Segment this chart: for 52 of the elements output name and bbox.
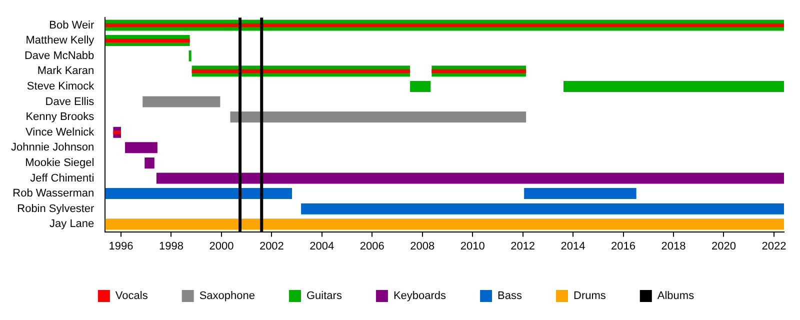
x-tick-label: 2018	[661, 240, 686, 252]
bar	[142, 96, 220, 108]
x-tick-label: 2004	[310, 240, 334, 252]
x-tick-label: 2020	[711, 240, 736, 252]
bar	[125, 142, 158, 154]
y-tick-label: Matthew Kelly	[26, 34, 95, 47]
y-tick-label: Kenny Brooks	[26, 111, 95, 124]
y-tick-label: Robin Sylvester	[17, 202, 94, 215]
legend-label: Drums	[574, 290, 606, 302]
legend-label: Vocals	[115, 290, 148, 302]
y-tick-label: Mark Karan	[37, 65, 94, 78]
y-tick-label: Mookie Siegel	[25, 156, 94, 169]
legend-label: Guitars	[306, 290, 342, 302]
y-tick-label: Jay Lane	[50, 218, 94, 230]
y-tick-label: Dave Ellis	[45, 96, 95, 108]
x-tick-label: 2016	[611, 240, 636, 252]
bar	[230, 112, 526, 123]
bar	[156, 172, 784, 184]
bar	[105, 38, 190, 42]
y-tick-label: Steve Kimock	[26, 80, 95, 92]
bar	[188, 50, 192, 62]
legend-label: Saxophone	[199, 290, 256, 302]
bar	[105, 188, 292, 200]
x-tick-label: 2012	[510, 240, 536, 252]
y-tick-label: Johnnie Johnson	[10, 142, 94, 154]
legend-label: Bass	[498, 290, 522, 302]
x-tick-label: 2002	[259, 240, 284, 252]
bar	[301, 203, 784, 214]
x-tick-label: 2000	[209, 240, 234, 252]
y-tick-label: Dave McNabb	[24, 50, 94, 62]
y-tick-label: Vince Welnick	[25, 126, 95, 138]
x-tick-label: 2010	[460, 240, 485, 252]
bar	[105, 218, 784, 230]
bar	[564, 80, 784, 92]
x-tick-label: 2006	[360, 240, 384, 252]
x-tick-label: 1998	[158, 240, 184, 252]
bar	[192, 69, 410, 74]
y-tick-label: Bob Weir	[49, 19, 95, 32]
bar	[410, 80, 431, 92]
legend-label: Albums	[657, 290, 695, 302]
x-tick-label: 2014	[560, 240, 586, 252]
x-tick-label: 2008	[410, 240, 435, 252]
bar	[105, 23, 784, 28]
bar	[432, 69, 526, 74]
x-tick-label: 2022	[762, 240, 786, 252]
bar	[524, 188, 636, 200]
legend-label: Keyboards	[393, 290, 447, 302]
y-tick-label: Rob Wasserman	[12, 188, 94, 200]
bar	[113, 130, 121, 134]
x-tick-label: 1996	[108, 240, 134, 252]
bar	[144, 157, 154, 168]
y-tick-label: Jeff Chimenti	[30, 172, 94, 184]
